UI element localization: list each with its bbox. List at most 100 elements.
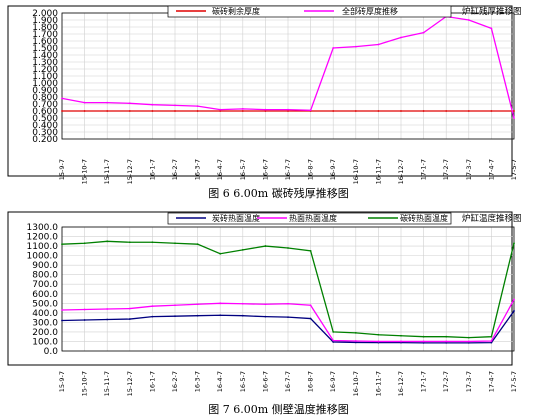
x-tick-label: 16-10-7 bbox=[352, 159, 360, 184]
data-point bbox=[106, 308, 109, 310]
data-point bbox=[241, 302, 244, 305]
x-tick-label: 16-11-7 bbox=[374, 371, 382, 396]
x-tick-label: 17-3-7 bbox=[465, 159, 473, 180]
y-tick-label: 0.400 bbox=[32, 121, 58, 131]
data-point bbox=[332, 331, 335, 333]
data-point bbox=[151, 110, 154, 112]
x-tick-label: 16-11-7 bbox=[374, 159, 382, 184]
x-tick-label: 16-5-7 bbox=[239, 159, 247, 180]
y-tick-label: 1.800 bbox=[32, 23, 58, 33]
data-point bbox=[264, 315, 267, 318]
data-point bbox=[174, 110, 176, 112]
x-tick-label: 16-8-7 bbox=[307, 371, 315, 392]
x-tick-label: 17-1-7 bbox=[420, 159, 428, 180]
data-point bbox=[219, 108, 222, 111]
x-tick-label: 16-6-7 bbox=[261, 371, 269, 392]
y-tick-label: 0.500 bbox=[32, 114, 58, 124]
data-point bbox=[467, 341, 470, 344]
data-point bbox=[354, 110, 357, 112]
x-tick-label: 17-2-7 bbox=[442, 371, 450, 392]
x-tick-label: 16-1-7 bbox=[148, 371, 156, 392]
plot-area bbox=[61, 226, 515, 352]
data-point bbox=[264, 303, 267, 306]
y-tick-label: 200.0 bbox=[32, 328, 58, 338]
data-point bbox=[287, 247, 289, 249]
data-point bbox=[422, 110, 425, 112]
data-point bbox=[128, 307, 131, 310]
y-tick-label: 1.300 bbox=[32, 58, 58, 68]
legend-label: 全部砖厚度推移 bbox=[342, 6, 398, 16]
y-tick-label: 500.0 bbox=[32, 299, 58, 309]
x-tick-label: 16-8-7 bbox=[307, 159, 315, 180]
y-tick-label: 100.0 bbox=[32, 337, 58, 347]
legend-label: 碳砖热面温度 bbox=[400, 213, 448, 223]
data-point bbox=[174, 304, 176, 307]
data-point bbox=[106, 318, 109, 321]
y-tick-label: 300.0 bbox=[32, 318, 58, 328]
data-point bbox=[83, 101, 86, 104]
x-tick-label: 17-1-7 bbox=[420, 371, 428, 392]
legend-box bbox=[167, 212, 452, 225]
y-tick-label: 1100.0 bbox=[27, 242, 59, 252]
figure-7-caption: 图 7 6.00m 侧壁温度推移图 bbox=[208, 403, 349, 416]
data-point bbox=[174, 315, 176, 318]
legend: 碳砖剩余厚度 全部砖厚度推移 bbox=[167, 5, 452, 18]
x-tick-label: 16-2-7 bbox=[171, 159, 179, 180]
data-point bbox=[61, 319, 63, 322]
data-point bbox=[377, 110, 380, 112]
legend-label: 热面热面温度 bbox=[289, 213, 337, 223]
y-tick-label: 800.0 bbox=[32, 271, 58, 281]
data-point bbox=[467, 110, 470, 112]
y-tick-label: 1300.0 bbox=[27, 223, 59, 233]
data-point bbox=[490, 335, 493, 338]
data-point bbox=[422, 31, 425, 34]
y-tick-label: 1.100 bbox=[32, 72, 58, 82]
data-point bbox=[332, 110, 335, 112]
data-point bbox=[241, 110, 244, 112]
data-point bbox=[309, 109, 312, 112]
data-point bbox=[422, 335, 425, 338]
data-point bbox=[332, 339, 335, 342]
data-point bbox=[400, 36, 402, 39]
x-tick-label: 17-3-7 bbox=[465, 371, 473, 392]
y-tick-label: 400.0 bbox=[32, 309, 58, 319]
data-point bbox=[377, 333, 380, 336]
data-point bbox=[174, 104, 176, 107]
x-tick-label: 15-10-7 bbox=[81, 371, 89, 396]
y-tick-label: 1.500 bbox=[32, 44, 58, 54]
x-tick-label: 15-12-7 bbox=[126, 159, 134, 184]
figure-6-caption: 图 6 6.00m 碳砖残厚推移图 bbox=[208, 187, 349, 200]
data-point bbox=[377, 43, 380, 46]
data-point bbox=[309, 317, 312, 320]
x-tick-label: 16-9-7 bbox=[329, 159, 337, 180]
data-point bbox=[513, 117, 515, 119]
data-point bbox=[264, 245, 267, 247]
x-tick-label: 16-2-7 bbox=[171, 371, 179, 392]
y-tick-label: 0.0 bbox=[44, 347, 59, 357]
legend: 炭砖热面温度 热面热面温度 碳砖热面温度 bbox=[167, 212, 452, 225]
data-point bbox=[128, 110, 131, 112]
data-point bbox=[400, 340, 402, 343]
x-tick-label: 16-4-7 bbox=[216, 159, 224, 180]
y-tick-label: 0.300 bbox=[32, 128, 58, 138]
data-point bbox=[83, 319, 86, 321]
data-point bbox=[196, 303, 199, 306]
data-point bbox=[196, 314, 199, 317]
y-tick-label: 1.000 bbox=[32, 79, 58, 89]
y-tick-label: 700.0 bbox=[32, 280, 58, 290]
data-point bbox=[354, 45, 357, 48]
data-point bbox=[490, 27, 493, 30]
data-point bbox=[128, 241, 131, 244]
x-tick-label: 17-5-7 bbox=[510, 371, 518, 392]
data-point bbox=[287, 302, 289, 305]
data-point bbox=[490, 340, 493, 342]
chart-6: 2.0001.9001.8001.7001.6001.5001.4001.300… bbox=[7, 5, 522, 184]
y-tick-label: 0.900 bbox=[32, 86, 58, 96]
y-tick-label: 1.400 bbox=[32, 51, 58, 61]
data-point bbox=[513, 110, 515, 112]
data-point bbox=[106, 101, 109, 104]
data-point bbox=[219, 110, 222, 112]
x-tick-label: 16-12-7 bbox=[397, 159, 405, 184]
x-tick-label: 16-12-7 bbox=[397, 371, 405, 396]
x-tick-label: 16-3-7 bbox=[194, 371, 202, 392]
